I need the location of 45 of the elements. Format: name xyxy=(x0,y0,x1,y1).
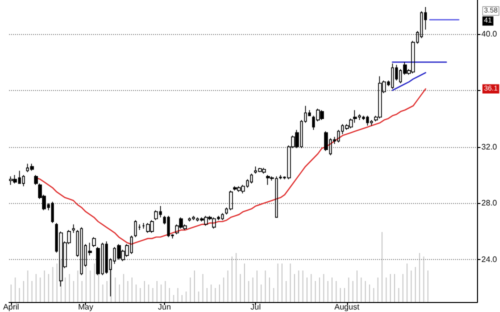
candlestick xyxy=(92,236,96,248)
candlestick xyxy=(204,216,208,226)
candlestick xyxy=(13,174,17,184)
y-tick-label: 32.0 xyxy=(481,142,498,152)
candlestick xyxy=(324,130,328,152)
x-tick-label: May xyxy=(78,302,94,312)
candlestick xyxy=(146,222,150,234)
candlestick xyxy=(378,76,382,119)
y-tick-label: 40.0 xyxy=(481,29,498,38)
candlestick xyxy=(266,174,270,186)
candlestick xyxy=(320,110,324,120)
candlestick xyxy=(134,220,137,238)
candlestick xyxy=(233,186,237,191)
candlestick xyxy=(237,186,241,192)
candlestick xyxy=(212,216,216,230)
candlestick xyxy=(391,63,394,90)
candlestick xyxy=(150,220,154,234)
candlestick xyxy=(117,244,121,260)
candlestick xyxy=(22,174,25,187)
candlestick xyxy=(221,212,224,221)
line-series xyxy=(35,88,426,245)
x-tick-label: Jun xyxy=(158,302,171,312)
candlestick xyxy=(258,168,262,173)
candlestick xyxy=(250,173,253,184)
candlestick xyxy=(72,224,75,234)
candlestick xyxy=(262,168,266,174)
x-tick-label: April xyxy=(3,302,20,312)
candlestick xyxy=(200,216,204,222)
candlestick xyxy=(229,190,233,211)
candlestick xyxy=(9,176,13,186)
x-tick-label: Jul xyxy=(250,302,261,312)
candlestick xyxy=(370,120,373,126)
line-series xyxy=(392,72,426,91)
y-tick-label: 28.0 xyxy=(481,198,498,208)
candlestick xyxy=(366,115,369,126)
candlestick xyxy=(167,216,170,238)
candlestick xyxy=(80,226,83,276)
candlestick xyxy=(188,216,191,222)
x-tick-label: August xyxy=(334,302,360,312)
candlestick xyxy=(192,216,195,221)
candlestick xyxy=(154,210,158,221)
candlestick xyxy=(51,201,54,224)
candlestick xyxy=(279,174,282,180)
y-tick-label: 24.0 xyxy=(481,255,498,264)
candlestick xyxy=(30,163,34,172)
